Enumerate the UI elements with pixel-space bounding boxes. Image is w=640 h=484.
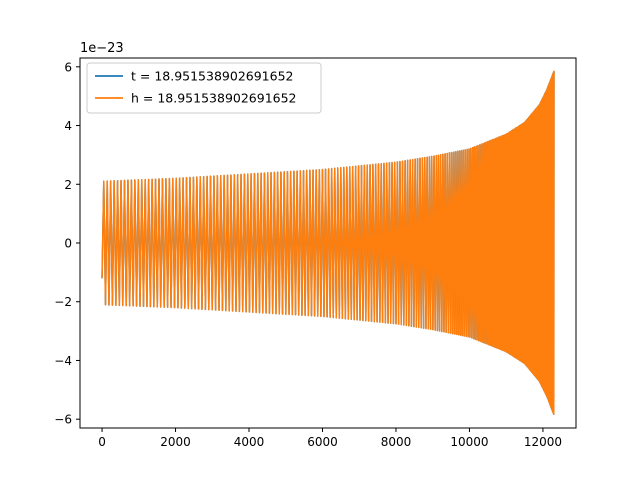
x-tick-label: 6000 (307, 435, 338, 449)
y-tick-label: 2 (64, 178, 72, 192)
y-tick-label: 6 (64, 60, 72, 74)
x-tick-label: 0 (98, 435, 106, 449)
x-tick-label: 8000 (381, 435, 412, 449)
y-offset-label: 1e−23 (80, 41, 124, 56)
y-tick-label: 4 (64, 119, 72, 133)
y-tick-label: −2 (54, 295, 72, 309)
series-layer (101, 70, 555, 416)
legend: t = 18.951538902691652 h = 18.95153890269… (86, 62, 322, 114)
legend-label-1: t = 18.951538902691652 (131, 69, 294, 84)
series-line-2 (101, 70, 555, 416)
x-tick-label: 12000 (524, 435, 562, 449)
axes-layer: 0 2000 4000 6000 8000 10000 12000 −6 −4 −2 0 2 4 6 (54, 57, 577, 449)
x-tick-label: 4000 (234, 435, 265, 449)
legend-box (86, 62, 322, 114)
x-tick-label: 10000 (450, 435, 488, 449)
x-tick-label: 2000 (160, 435, 191, 449)
legend-label-2: h = 18.951538902691652 (131, 91, 297, 106)
y-tick-label: −6 (54, 413, 72, 427)
y-tick-label: −4 (54, 354, 72, 368)
y-tick-label: 0 (64, 237, 72, 251)
